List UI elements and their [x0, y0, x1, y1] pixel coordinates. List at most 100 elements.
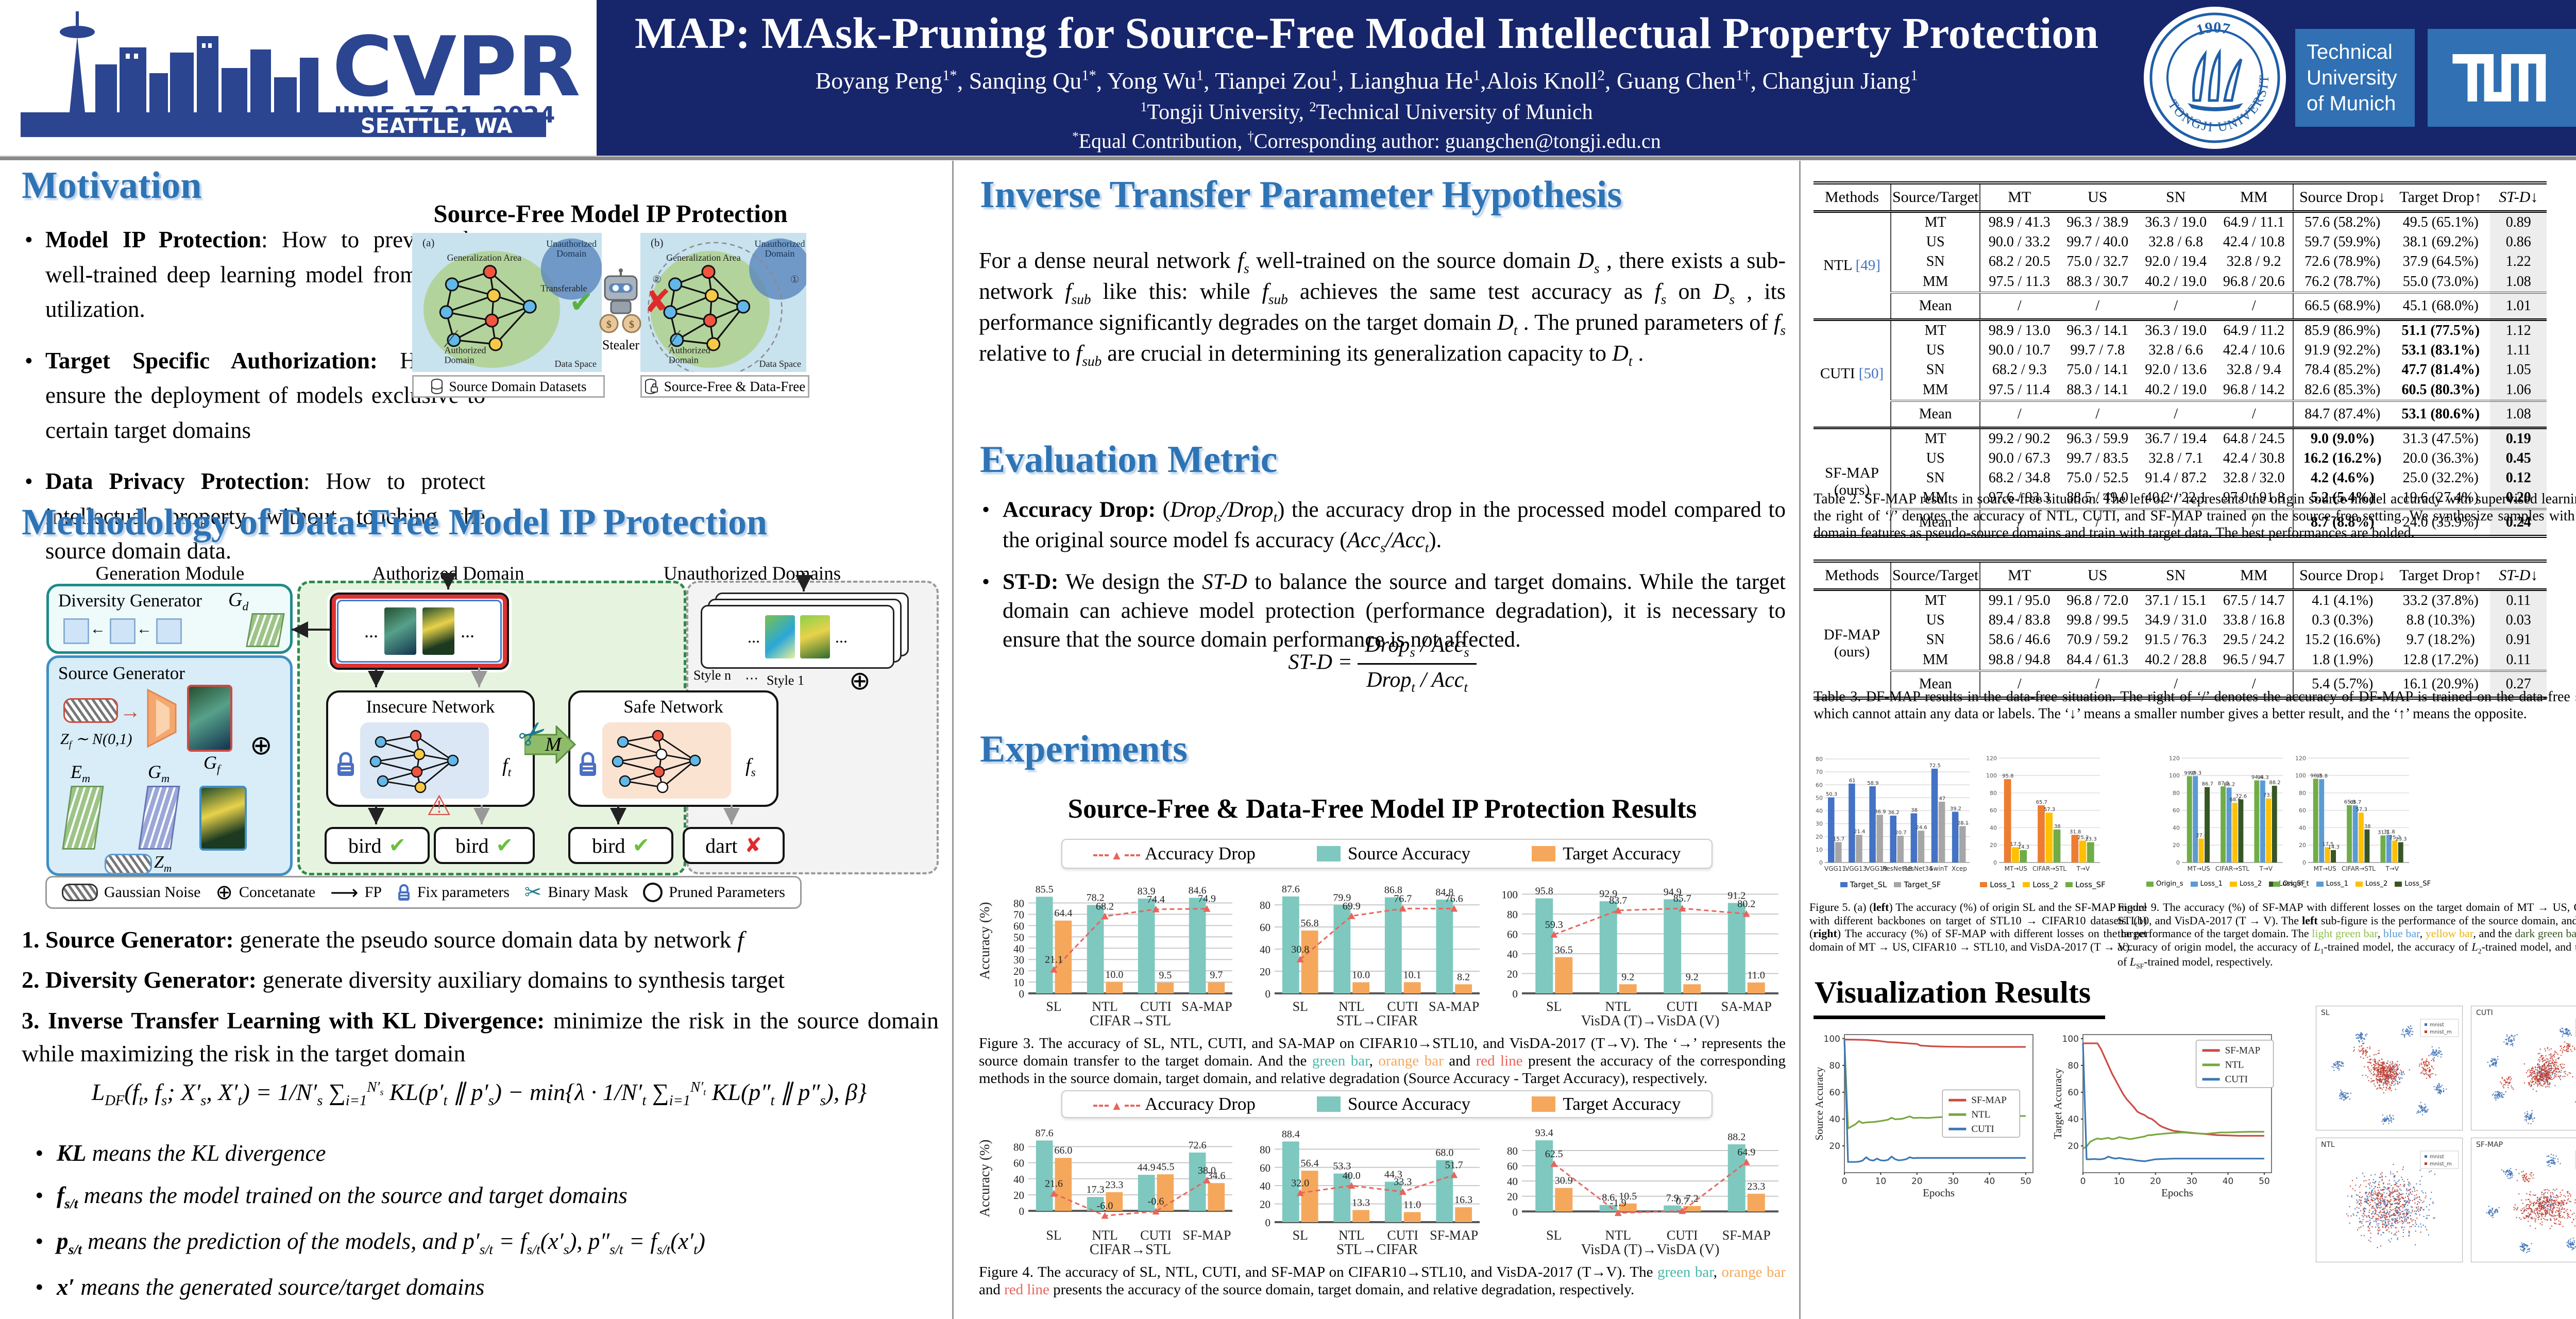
svg-text:14.3: 14.3: [2018, 844, 2029, 850]
svg-text:20: 20: [1507, 968, 1518, 980]
column-header: US: [2058, 561, 2137, 591]
svg-text:120: 120: [2295, 755, 2306, 762]
table-row: Mean / / //84.7 (87.4%) 53.1 (80.6%) 1.08: [1814, 399, 2547, 428]
legend-concatenate: ⊕ Concetanate: [215, 881, 315, 904]
tum-mark: [2452, 54, 2546, 102]
table-cell: 0.45: [2490, 449, 2547, 469]
bars: [1036, 1140, 1225, 1211]
table-cell: US: [1890, 341, 1980, 361]
table-row: NTL [49] MT 98.9 / 41.3 96.3 / 38.9 36.3 / 1…: [1814, 211, 2547, 274]
database-icon: [431, 379, 443, 394]
svg-text:Data Space: Data Space: [759, 359, 801, 369]
svg-text:80: 80: [2067, 1061, 2079, 1071]
method-steps: 1. Source Generator: generate the pseudo…: [22, 923, 939, 1078]
svg-text:60: 60: [1013, 920, 1024, 932]
svg-text:100: 100: [1502, 889, 1518, 901]
tongji-logo: 1907 TONGJI UNIVERSITY: [2142, 5, 2286, 149]
svg-text:51.7: 51.7: [1445, 1159, 1463, 1171]
svg-text:65.7: 65.7: [2036, 800, 2047, 805]
cvpr-skyline-logo: CVPR JUNE 17-21, 2024 SEATTLE, WA: [21, 11, 581, 138]
svg-text:120: 120: [2169, 755, 2180, 762]
svg-text:87.6: 87.6: [1282, 884, 1300, 895]
svg-text:-1.9: -1.9: [1610, 1197, 1626, 1209]
svg-text:100: 100: [2295, 772, 2306, 779]
table-cell: 16.1 (20.9%): [2391, 669, 2490, 698]
svg-text:mnist: mnist: [2430, 1154, 2444, 1160]
source-generator-label: Source Generator: [58, 663, 185, 683]
table-cell: 19.6 (27.4%): [2402, 489, 2479, 506]
mask-m-label: M: [545, 734, 563, 755]
column-header: Target Drop↑: [2391, 183, 2490, 213]
sf-strip-a: Source Domain Datasets: [412, 375, 605, 398]
table-cell: 66.5 (68.9%): [2293, 291, 2392, 320]
table-cell: 96.3 / 38.9: [2066, 214, 2129, 230]
table-row: Mean / / //8.7 (8.8%) 24.0 (35.9%) 0.24: [1814, 508, 2547, 536]
svg-text:27.6: 27.6: [2196, 833, 2207, 838]
svg-text:CUTI: CUTI: [2225, 1074, 2248, 1085]
svg-text:50: 50: [1013, 931, 1024, 943]
svg-text:20: 20: [2150, 1176, 2161, 1187]
table-cell: SN: [1890, 252, 1980, 272]
svg-text:69.9: 69.9: [1343, 901, 1361, 912]
svg-text:66.0: 66.0: [1054, 1145, 1072, 1156]
svg-text:30.9: 30.9: [1555, 1175, 1573, 1187]
svg-text:65.9: 65.9: [2344, 800, 2355, 805]
zf-label: Zf ∼ N(0,1): [60, 731, 132, 750]
svg-text:31.8: 31.8: [2383, 829, 2395, 835]
svg-text:0: 0: [1842, 1176, 1848, 1187]
svg-text:60: 60: [1507, 1160, 1518, 1173]
table-cell: /: [2215, 508, 2294, 536]
svg-text:30: 30: [1013, 954, 1024, 966]
svg-text:40: 40: [1829, 1114, 1840, 1125]
safe-network-panel: [602, 722, 731, 799]
ellipsis: ...: [835, 627, 848, 646]
svg-text:73.6: 73.6: [2263, 793, 2275, 799]
column-header: MM: [2215, 183, 2294, 213]
svg-text:SL: SL: [1546, 1228, 1562, 1243]
svg-text:85.5: 85.5: [1036, 884, 1054, 895]
svg-text:80: 80: [1507, 1145, 1518, 1157]
fig5-right-legend: Loss_1 Loss_2 Loss_SF: [1978, 880, 2107, 889]
table-cell: 68.2 / 34.8: [1979, 468, 2059, 488]
cvpr-logo-box: CVPR JUNE 17-21, 2024 SEATTLE, WA: [0, 0, 597, 156]
std-fraction: Drops / Accs Dropt / Acct: [1358, 633, 1477, 696]
table-cell: /: [2058, 669, 2137, 698]
svg-text:40: 40: [1984, 1176, 1995, 1187]
std-denominator: Dropt / Acct: [1366, 668, 1468, 695]
svg-text:76.6: 76.6: [1445, 893, 1463, 905]
svg-text:NTL: NTL: [1092, 1228, 1118, 1243]
table-cell: /: [1979, 669, 2059, 698]
metric-bullets: Accuracy Drop: (Drops/Dropt) the accurac…: [979, 496, 1786, 654]
table-cell: MT: [1890, 589, 1980, 611]
sf-strip-b: Source-Free & Data-Free: [640, 375, 809, 398]
legend-label: Accuracy Drop: [1145, 843, 1256, 864]
chart-legend-item: Target_SL: [1840, 880, 1887, 889]
drop-line: [1550, 905, 1750, 938]
svg-text:SL: SL: [2321, 1009, 2330, 1017]
svg-text:Data Space: Data Space: [555, 359, 597, 369]
svg-text:65.7: 65.7: [2350, 800, 2361, 805]
arrow-right-icon: →: [120, 700, 141, 723]
fig4-legend-target: Target Accuracy: [1532, 1094, 1681, 1114]
contribution-note: *Equal Contribution, †Corresponding auth…: [1072, 129, 1661, 153]
prediction-dart: dart ✘: [683, 827, 785, 864]
database-lock-icon: [645, 379, 658, 394]
table-cell: 64.8 / 24.5: [2223, 430, 2285, 447]
feature-cube: [63, 618, 89, 644]
chart-legend-item: Target_SF: [1894, 880, 1941, 889]
table-row: SN 68.2 / 20.5 75.0 / 32.7 92.0 / 19.4 32.8 …: [1814, 252, 2547, 272]
svg-text:40: 40: [1507, 1175, 1518, 1188]
table-cell: 37.1 / 15.1: [2145, 593, 2207, 608]
svg-text:44.9: 44.9: [1138, 1162, 1156, 1173]
legend-label: Target Accuracy: [1563, 1094, 1681, 1114]
table-cell: 38.1 (69.2%): [2402, 234, 2479, 250]
svg-text:SF-MAP: SF-MAP: [1183, 1228, 1231, 1243]
chart-legend-item: Loss_1: [2190, 880, 2223, 888]
table-row: US 90.0 / 33.2 99.7 / 40.0 32.8 / 6.8 42.4 /…: [1814, 232, 2547, 252]
svg-text:40: 40: [1816, 808, 1823, 815]
method-cell: SF-MAP (ours): [1825, 465, 1879, 499]
svg-text:91.2: 91.2: [1727, 890, 1745, 901]
concat-icon: ⊕: [250, 730, 273, 761]
check-icon: ✔: [569, 286, 594, 319]
